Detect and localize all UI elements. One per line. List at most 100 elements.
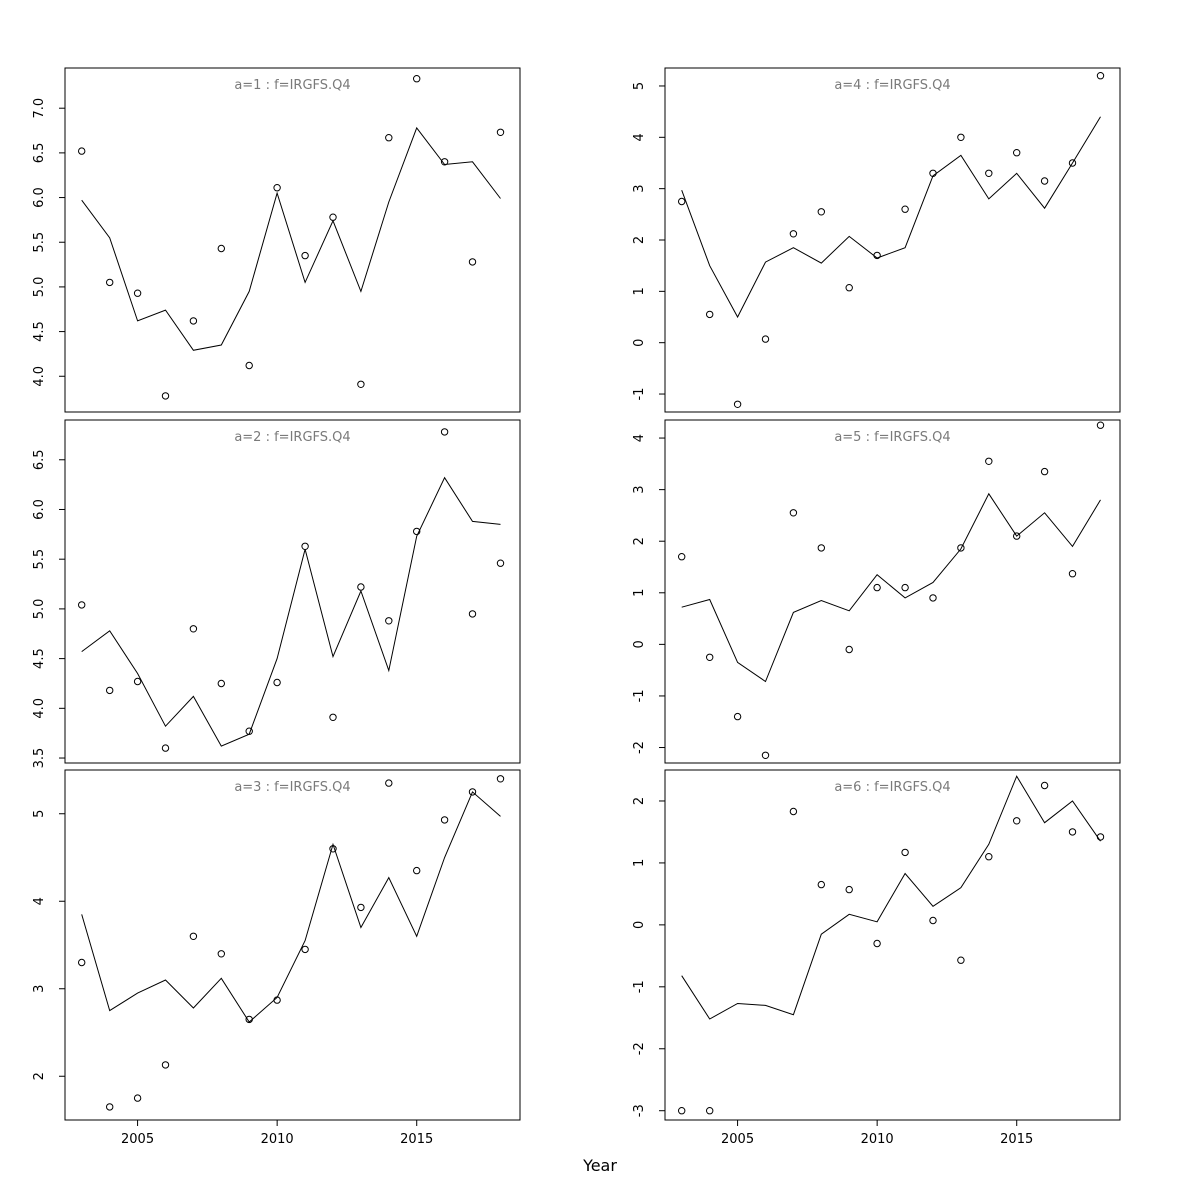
data-point-marker (733, 400, 742, 408)
data-point-marker (678, 553, 686, 561)
y-tick-label: 0 (632, 640, 647, 648)
data-point-marker (385, 617, 393, 625)
data-point-marker (761, 751, 770, 759)
data-point-marker (706, 1107, 714, 1115)
data-point-marker (817, 544, 825, 552)
y-tick-label: 5.0 (32, 599, 47, 620)
y-tick-label: 6.0 (32, 187, 47, 208)
data-point-marker (733, 712, 742, 721)
data-point-marker (817, 880, 825, 889)
data-point-marker (817, 208, 825, 216)
data-point-marker (413, 527, 421, 536)
y-tick-label: -1 (632, 980, 647, 993)
data-point-marker (901, 205, 909, 213)
data-point-marker (985, 853, 993, 861)
y-tick-label: 4 (632, 434, 647, 442)
data-point-marker (845, 885, 853, 894)
panel-border (664, 419, 1121, 764)
data-point-marker (706, 653, 714, 661)
data-point-marker (1068, 159, 1077, 167)
data-point-marker (273, 184, 281, 192)
data-point-marker (189, 625, 198, 633)
panel-border (64, 769, 521, 1121)
data-point-marker (133, 289, 142, 297)
panel-border (664, 67, 1121, 413)
data-point-marker (301, 251, 309, 260)
data-point-marker (245, 361, 253, 370)
data-point-marker (845, 284, 853, 292)
data-point-marker (957, 133, 965, 142)
panel-title: a=4 : f=IRGFS.Q4 (834, 78, 950, 93)
data-point-marker (329, 713, 337, 721)
data-point-marker (133, 1094, 142, 1102)
data-point-marker (496, 128, 505, 137)
data-point-marker (440, 428, 449, 436)
y-tick-label: 0 (632, 339, 647, 347)
y-tick-label: 4.0 (32, 698, 47, 719)
y-tick-label: 1 (632, 589, 647, 597)
y-tick-label: -1 (632, 689, 647, 702)
y-tick-label: 5 (32, 810, 47, 818)
y-tick-label: 2 (632, 797, 647, 805)
panel-title: a=3 : f=IRGFS.Q4 (234, 780, 350, 795)
y-tick-label: -2 (632, 1042, 647, 1055)
y-tick-label: 5.0 (32, 277, 47, 298)
x-tick-label: 2005 (121, 1132, 154, 1147)
data-point-marker (106, 278, 114, 287)
fit-line (681, 492, 1101, 683)
data-point-marker (133, 677, 142, 686)
data-point-marker (161, 1061, 170, 1069)
data-point-marker (385, 779, 393, 787)
y-tick-label: 1 (632, 859, 647, 867)
fit-line (81, 476, 501, 747)
data-point-marker (217, 950, 226, 958)
data-point-marker (789, 230, 798, 238)
data-point-marker (678, 197, 686, 206)
fit-line (81, 791, 501, 1023)
data-point-marker (217, 679, 226, 688)
data-point-marker (78, 147, 86, 155)
panel-title: a=6 : f=IRGFS.Q4 (834, 780, 950, 795)
y-tick-label: -2 (632, 741, 647, 754)
x-tick-label: 2010 (861, 1132, 894, 1147)
y-tick-label: 3 (632, 185, 647, 193)
fit-line (681, 775, 1101, 1020)
data-point-marker (189, 932, 198, 940)
y-tick-label: 4.5 (32, 321, 47, 342)
data-point-marker (106, 686, 114, 695)
data-point-marker (106, 1103, 114, 1111)
data-point-marker (985, 457, 993, 465)
panel-a6: a=6 : f=IRGFS.Q4 -3 -2 -1 0 1 2 2005 2010 2015 (632, 769, 1121, 1147)
data-point-marker (901, 583, 909, 592)
data-point-marker (1040, 467, 1049, 476)
data-point-marker (468, 610, 477, 618)
data-point-marker (1013, 149, 1021, 157)
y-tick-label: 5 (632, 82, 647, 90)
y-tick-label: 3 (632, 485, 647, 493)
data-point-marker (357, 380, 365, 388)
panel-a3: a=3 : f=IRGFS.Q4 2 3 4 5 2005 2010 2015 (32, 769, 521, 1147)
data-point-marker (1096, 72, 1105, 80)
panel-border (64, 419, 521, 764)
data-point-marker (440, 816, 449, 824)
data-point-marker (468, 258, 477, 266)
y-tick-label: 2 (632, 537, 647, 545)
data-point-marker (1040, 781, 1049, 790)
data-point-marker (189, 317, 198, 325)
y-tick-label: 1 (632, 287, 647, 295)
fit-line (681, 116, 1101, 319)
data-point-marker (706, 310, 714, 319)
x-tick-label: 2015 (1000, 1132, 1033, 1147)
y-tick-label: 3 (32, 985, 47, 993)
data-point-marker (929, 594, 937, 602)
data-point-marker (78, 601, 86, 609)
y-tick-label: 5.5 (32, 232, 47, 253)
data-point-marker (1068, 828, 1077, 836)
data-point-marker (678, 1107, 686, 1115)
data-point-marker (161, 744, 170, 752)
y-tick-label: -1 (632, 388, 647, 401)
panel-title: a=1 : f=IRGFS.Q4 (234, 78, 350, 93)
data-point-marker (1013, 532, 1021, 540)
y-tick-label: 3.5 (32, 748, 47, 769)
